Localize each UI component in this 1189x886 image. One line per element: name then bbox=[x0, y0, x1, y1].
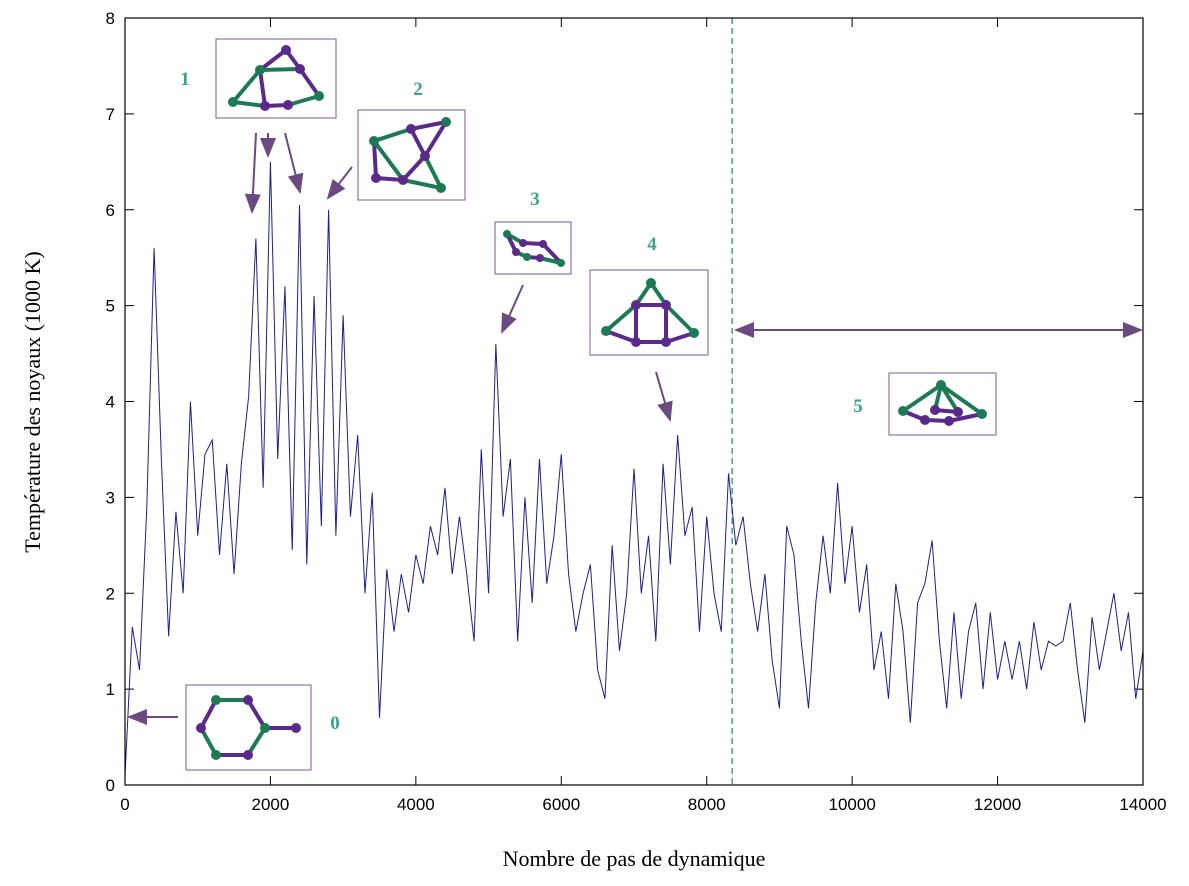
y-tick-label: 3 bbox=[106, 488, 115, 507]
annotation: 5 bbox=[853, 396, 863, 417]
y-tick-label: 8 bbox=[106, 9, 115, 28]
annotation: 2 bbox=[413, 79, 423, 100]
annotation: 4 bbox=[647, 234, 657, 255]
annotation: 1 bbox=[180, 69, 190, 90]
annotation: 3 bbox=[530, 189, 540, 210]
x-tick-label: 10000 bbox=[829, 795, 876, 814]
y-tick-label: 1 bbox=[106, 680, 115, 699]
y-axis-label: Température des noyaux (1000 K) bbox=[20, 251, 45, 552]
plot-frame bbox=[124, 17, 1144, 786]
y-tick-label: 5 bbox=[106, 297, 115, 316]
x-tick-label: 12000 bbox=[974, 795, 1021, 814]
x-tick-label: 2000 bbox=[252, 795, 290, 814]
y-tick-label: 2 bbox=[106, 584, 115, 603]
annotation: 0 bbox=[330, 713, 340, 734]
x-tick-label: 8000 bbox=[688, 795, 726, 814]
y-tick-label: 7 bbox=[106, 105, 115, 124]
x-tick-label: 14000 bbox=[1119, 795, 1166, 814]
insets bbox=[185, 38, 997, 771]
x-tick-label: 6000 bbox=[542, 795, 580, 814]
data-line bbox=[124, 161, 1144, 776]
y-tick-label: 4 bbox=[106, 393, 115, 412]
x-tick-label: 0 bbox=[120, 795, 129, 814]
x-axis-label: Nombre de pas de dynamique bbox=[503, 846, 766, 871]
arrows bbox=[127, 132, 1143, 725]
y-tick-label: 6 bbox=[106, 201, 115, 220]
y-tick-label: 0 bbox=[106, 776, 115, 795]
x-tick-label: 4000 bbox=[397, 795, 435, 814]
